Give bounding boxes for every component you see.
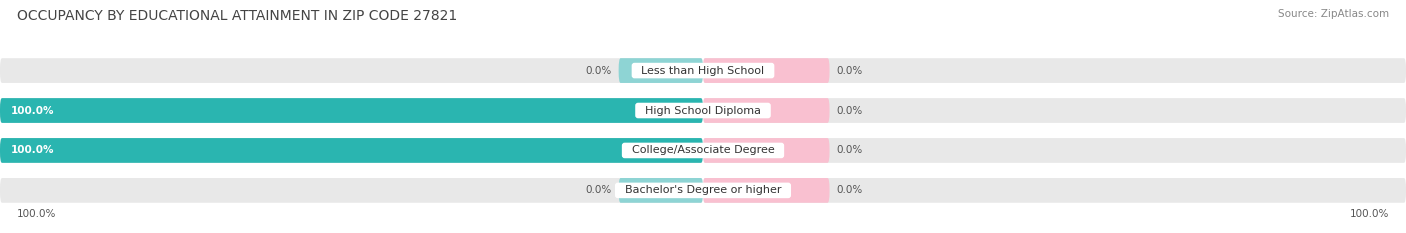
Text: 0.0%: 0.0% — [837, 185, 863, 195]
FancyBboxPatch shape — [703, 98, 1406, 123]
Text: Less than High School: Less than High School — [634, 65, 772, 75]
Text: 0.0%: 0.0% — [837, 65, 863, 75]
FancyBboxPatch shape — [619, 178, 703, 203]
FancyBboxPatch shape — [703, 58, 1406, 83]
Text: 100.0%: 100.0% — [17, 209, 56, 219]
Text: Source: ZipAtlas.com: Source: ZipAtlas.com — [1278, 9, 1389, 19]
FancyBboxPatch shape — [0, 138, 703, 163]
Text: College/Associate Degree: College/Associate Degree — [624, 145, 782, 155]
FancyBboxPatch shape — [703, 138, 830, 163]
Text: 100.0%: 100.0% — [10, 145, 53, 155]
FancyBboxPatch shape — [0, 138, 703, 163]
FancyBboxPatch shape — [703, 98, 830, 123]
FancyBboxPatch shape — [0, 58, 703, 83]
FancyBboxPatch shape — [0, 178, 703, 203]
Text: Bachelor's Degree or higher: Bachelor's Degree or higher — [617, 185, 789, 195]
Text: 0.0%: 0.0% — [837, 106, 863, 116]
Text: 100.0%: 100.0% — [1350, 209, 1389, 219]
FancyBboxPatch shape — [703, 58, 830, 83]
Text: 0.0%: 0.0% — [585, 65, 612, 75]
Text: 0.0%: 0.0% — [837, 145, 863, 155]
Text: OCCUPANCY BY EDUCATIONAL ATTAINMENT IN ZIP CODE 27821: OCCUPANCY BY EDUCATIONAL ATTAINMENT IN Z… — [17, 9, 457, 23]
FancyBboxPatch shape — [703, 138, 1406, 163]
FancyBboxPatch shape — [0, 98, 703, 123]
FancyBboxPatch shape — [703, 178, 830, 203]
Text: 0.0%: 0.0% — [585, 185, 612, 195]
FancyBboxPatch shape — [619, 58, 703, 83]
Text: 100.0%: 100.0% — [10, 106, 53, 116]
Text: High School Diploma: High School Diploma — [638, 106, 768, 116]
FancyBboxPatch shape — [0, 98, 703, 123]
FancyBboxPatch shape — [703, 178, 1406, 203]
